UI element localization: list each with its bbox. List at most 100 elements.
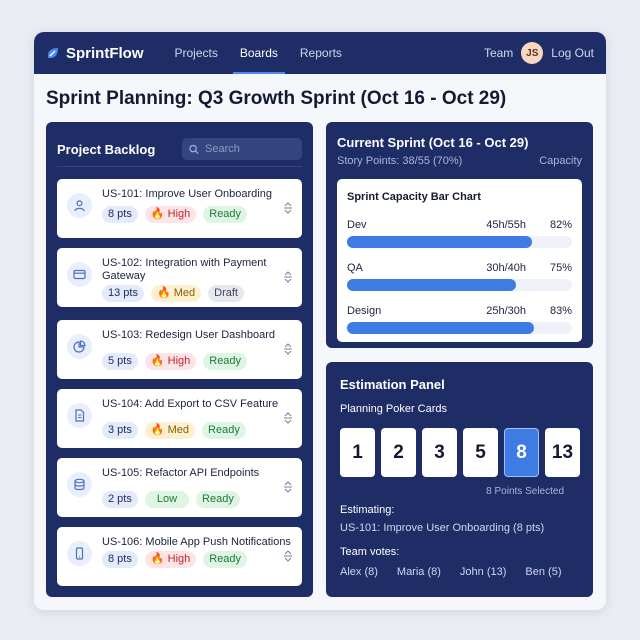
- backlog-item[interactable]: US-105: Refactor API Endpoints 2 pts Low…: [57, 458, 302, 517]
- backlog-item[interactable]: US-102: Integration with Payment Gateway…: [57, 248, 302, 307]
- status-badge: Draft: [208, 285, 244, 302]
- tab-boards[interactable]: Boards: [229, 32, 289, 74]
- pie-chart-icon: [67, 334, 92, 359]
- logo-icon: [48, 48, 58, 58]
- sprint-title: Current Sprint (Oct 16 - Oct 29): [337, 135, 529, 150]
- flame-icon: 🔥: [150, 424, 165, 436]
- team-vote: Alex (8): [340, 566, 378, 578]
- poker-card[interactable]: 3: [422, 428, 457, 477]
- points-badge: 3 pts: [102, 422, 138, 439]
- priority-badge: 🔥 High: [144, 206, 197, 223]
- capacity-percent: 83%: [549, 305, 572, 317]
- story-title: US-101: Improve User Onboarding: [102, 188, 272, 200]
- drag-handle-icon[interactable]: [283, 411, 293, 425]
- status-badge: Ready: [203, 353, 248, 370]
- status-badge: Ready: [196, 491, 240, 508]
- capacity-hours: 30h/40h: [486, 262, 526, 274]
- priority-badge: 🔥 Med: [150, 285, 202, 302]
- status-badge: Ready: [203, 206, 248, 223]
- divider: [57, 166, 302, 167]
- capacity-percent: 82%: [549, 219, 572, 231]
- priority-label: High: [167, 553, 191, 565]
- drag-handle-icon[interactable]: [283, 480, 293, 494]
- capacity-row: Dev 45h/55h 82%: [347, 219, 572, 255]
- poker-card[interactable]: 5: [463, 428, 498, 477]
- drag-handle-icon[interactable]: [283, 549, 293, 563]
- flame-icon: 🔥: [150, 208, 165, 220]
- team-vote: John (13): [459, 566, 507, 578]
- nav-user-area: Team JS Log Out: [484, 42, 594, 64]
- capacity-bar-fill: [347, 322, 534, 334]
- search-box[interactable]: [182, 138, 302, 160]
- backlog-item[interactable]: US-106: Mobile App Push Notifications 8 …: [57, 527, 302, 586]
- poker-cards-label: Planning Poker Cards: [340, 403, 448, 415]
- status-badge: Ready: [203, 551, 248, 568]
- mobile-icon: [67, 541, 92, 566]
- capacity-bar-track: [347, 322, 572, 334]
- story-title: US-103: Redesign User Dashboard: [102, 329, 276, 341]
- capacity-percent: 75%: [549, 262, 572, 274]
- backlog-item[interactable]: US-103: Redesign User Dashboard 5 pts 🔥 …: [57, 320, 302, 379]
- priority-label: Med: [167, 424, 190, 436]
- app-name: SprintFlow: [66, 44, 144, 62]
- priority-label: High: [167, 355, 191, 367]
- poker-card[interactable]: 13: [545, 428, 580, 477]
- estimating-story: US-101: Improve User Onboarding (8 pts): [340, 522, 545, 534]
- drag-handle-icon[interactable]: [283, 201, 293, 215]
- poker-card[interactable]: 2: [381, 428, 416, 477]
- capacity-row: Design 25h/30h 83%: [347, 305, 572, 341]
- brand[interactable]: SprintFlow: [46, 45, 144, 62]
- poker-cards: 1 2 3 5 8 13: [340, 428, 580, 477]
- priority-label: High: [167, 208, 191, 220]
- selected-points-text: 8 Points Selected: [486, 486, 564, 497]
- capacity-role: QA: [347, 262, 363, 274]
- backlog-item[interactable]: US-101: Improve User Onboarding 8 pts 🔥 …: [57, 179, 302, 238]
- poker-card[interactable]: 1: [340, 428, 375, 477]
- backlog-header: Project Backlog: [46, 122, 313, 166]
- app-window: SprintFlow Projects Boards Reports Team …: [34, 32, 606, 610]
- backlog-title: Project Backlog: [57, 141, 156, 157]
- priority-badge: Low: [144, 491, 190, 508]
- poker-card-selected[interactable]: 8: [504, 428, 539, 477]
- points-badge: 13 pts: [102, 285, 144, 302]
- search-icon: [189, 144, 199, 154]
- priority-badge: 🔥 High: [144, 551, 197, 568]
- capacity-bar-fill: [347, 279, 516, 291]
- team-link[interactable]: Team: [483, 46, 514, 60]
- capacity-hours: 45h/55h: [486, 219, 526, 231]
- avatar[interactable]: JS: [521, 42, 544, 64]
- points-badge: 8 pts: [102, 551, 138, 568]
- tab-reports[interactable]: Reports: [299, 46, 342, 60]
- status-badge: Ready: [202, 422, 246, 439]
- priority-label: Med: [173, 287, 196, 299]
- database-icon: [67, 472, 92, 497]
- capacity-label: Capacity: [539, 155, 582, 167]
- estimation-panel: Estimation Panel Planning Poker Cards 1 …: [326, 362, 593, 597]
- capacity-bar-fill: [347, 236, 532, 248]
- story-title: US-102: Integration with Payment Gateway: [102, 257, 267, 282]
- team-vote: Ben (5): [525, 566, 562, 578]
- drag-handle-icon[interactable]: [283, 270, 293, 284]
- team-votes-label: Team votes:: [340, 546, 400, 558]
- team-vote: Maria (8): [396, 566, 441, 578]
- logout-link[interactable]: Log Out: [551, 46, 594, 60]
- capacity-role: Dev: [347, 219, 367, 231]
- capacity-bar-track: [347, 279, 572, 291]
- story-title: US-104: Add Export to CSV Feature: [102, 398, 279, 410]
- capacity-bar-track: [347, 236, 572, 248]
- search-input[interactable]: [205, 143, 295, 155]
- flame-icon: 🔥: [150, 553, 165, 565]
- user-icon: [67, 193, 92, 218]
- story-title: US-105: Refactor API Endpoints: [102, 467, 260, 479]
- capacity-row: QA 30h/40h 75%: [347, 262, 572, 298]
- priority-badge: 🔥 High: [144, 353, 197, 370]
- drag-handle-icon[interactable]: [283, 342, 293, 356]
- team-votes: Alex (8) Maria (8) John (13) Ben (5): [340, 566, 580, 578]
- flame-icon: 🔥: [156, 287, 171, 299]
- story-points-summary: Story Points: 38/55 (70%): [337, 155, 463, 167]
- document-icon: [67, 403, 92, 428]
- page-title: Sprint Planning: Q3 Growth Sprint (Oct 1…: [46, 88, 507, 109]
- tab-projects[interactable]: Projects: [174, 46, 218, 60]
- backlog-item[interactable]: US-104: Add Export to CSV Feature 3 pts …: [57, 389, 302, 448]
- capacity-chart-title: Sprint Capacity Bar Chart: [347, 191, 481, 203]
